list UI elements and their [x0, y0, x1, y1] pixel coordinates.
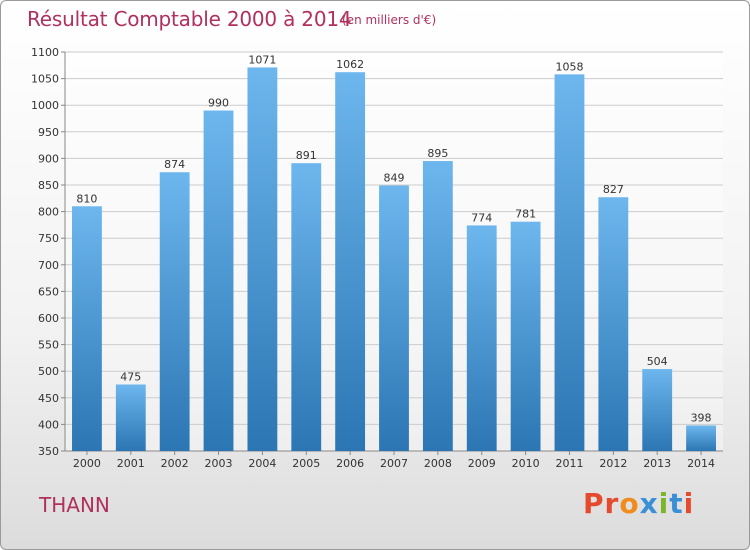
y-tick-label: 700: [38, 259, 59, 272]
x-tick-label: 2007: [380, 457, 408, 470]
bar-value-label: 990: [208, 97, 229, 110]
logo-letter: i: [683, 487, 695, 520]
x-tick-label: 2001: [117, 457, 145, 470]
bar-value-label: 475: [120, 371, 141, 384]
bar: [115, 384, 146, 451]
bar: [203, 110, 234, 452]
bar: [554, 74, 585, 452]
bar-value-label: 874: [164, 158, 185, 171]
bar: [510, 221, 541, 451]
x-tick-label: 2010: [512, 457, 540, 470]
bar: [598, 197, 629, 451]
bar-value-label: 810: [76, 192, 97, 205]
y-tick-label: 400: [38, 418, 59, 431]
x-tick-label: 2011: [555, 457, 583, 470]
logo-letter: t: [669, 487, 684, 520]
logo-letter: i: [658, 487, 670, 520]
x-tick-label: 2005: [292, 457, 320, 470]
bar-value-label: 781: [515, 208, 536, 221]
bar: [247, 67, 278, 451]
bar: [466, 225, 497, 451]
bar: [291, 163, 322, 452]
y-tick-label: 1100: [31, 46, 59, 59]
proxiti-logo: Proxiti: [583, 487, 694, 520]
x-tick-label: 2008: [424, 457, 452, 470]
chart-subtitle: (en milliers d'€): [342, 13, 437, 27]
bar-value-label: 1062: [336, 58, 364, 71]
y-tick-label: 500: [38, 365, 59, 378]
y-tick-label: 900: [38, 152, 59, 165]
bar-value-label: 504: [647, 355, 668, 368]
y-tick-label: 850: [38, 179, 59, 192]
y-tick-label: 1050: [31, 73, 59, 86]
place-name: THANN: [39, 493, 110, 517]
y-tick-label: 950: [38, 126, 59, 139]
logo-letter: o: [619, 487, 640, 520]
bar-value-label: 1058: [555, 60, 583, 73]
bar: [686, 425, 716, 451]
bar-value-label: 1071: [248, 53, 276, 66]
bar-value-label: 895: [427, 147, 448, 160]
bar: [335, 72, 366, 451]
bar-value-label: 891: [296, 149, 317, 162]
x-tick-label: 2004: [248, 457, 276, 470]
logo-letter: r: [604, 487, 620, 520]
x-tick-label: 2013: [643, 457, 671, 470]
y-tick-label: 350: [38, 445, 59, 458]
bar: [642, 369, 673, 451]
bar: [379, 185, 409, 452]
y-tick-label: 450: [38, 392, 59, 405]
x-tick-label: 2014: [687, 457, 715, 470]
x-tick-label: 2006: [336, 457, 364, 470]
y-tick-label: 800: [38, 206, 59, 219]
bar-value-label: 774: [471, 211, 492, 224]
y-tick-label: 750: [38, 232, 59, 245]
y-tick-label: 650: [38, 285, 59, 298]
bar: [422, 161, 453, 451]
logo-letter: P: [583, 487, 605, 520]
y-tick-label: 550: [38, 339, 59, 352]
x-tick-label: 2002: [161, 457, 189, 470]
bar-value-label: 398: [691, 411, 712, 424]
x-tick-label: 2003: [205, 457, 233, 470]
y-tick-label: 1000: [31, 99, 59, 112]
x-tick-label: 2012: [599, 457, 627, 470]
y-tick-label: 600: [38, 312, 59, 325]
bar: [159, 172, 190, 451]
chart-title: Résultat Comptable 2000 à 2014: [27, 7, 352, 31]
logo-letter: x: [639, 487, 659, 520]
x-tick-label: 2009: [468, 457, 496, 470]
bar-value-label: 827: [603, 183, 624, 196]
bar: [72, 206, 102, 451]
x-tick-label: 2000: [73, 457, 101, 470]
bar-value-label: 849: [384, 172, 405, 185]
